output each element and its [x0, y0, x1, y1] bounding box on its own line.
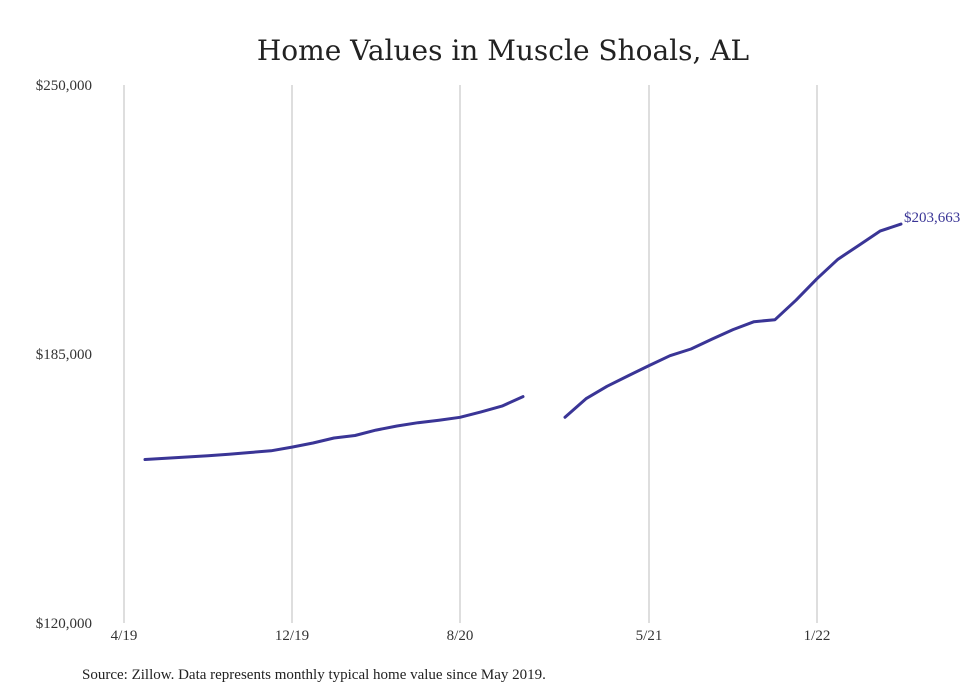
y-axis-ticks: $120,000 $185,000 $250,000	[36, 78, 92, 632]
x-tick-label: 1/22	[804, 628, 831, 644]
series-line	[563, 222, 903, 419]
y-tick-label: $250,000	[36, 78, 92, 94]
x-tick-label: 8/20	[447, 628, 474, 644]
x-tick-label: 5/21	[636, 628, 663, 644]
annotations: $203,663	[904, 210, 960, 226]
series-line	[143, 395, 525, 461]
x-tick-label: 12/19	[275, 628, 309, 644]
gridlines	[123, 85, 818, 623]
y-tick-label: $185,000	[36, 347, 92, 363]
x-axis-ticks: 4/19 12/19 8/20 5/21 1/22	[111, 628, 831, 644]
source-note: Source: Zillow. Data represents monthly …	[82, 667, 546, 683]
x-tick-label: 4/19	[111, 628, 138, 644]
end-value-label: $203,663	[904, 210, 960, 226]
y-tick-label: $120,000	[36, 616, 92, 632]
series-lines	[143, 222, 903, 461]
chart-title: Home Values in Muscle Shoals, AL	[257, 34, 749, 67]
